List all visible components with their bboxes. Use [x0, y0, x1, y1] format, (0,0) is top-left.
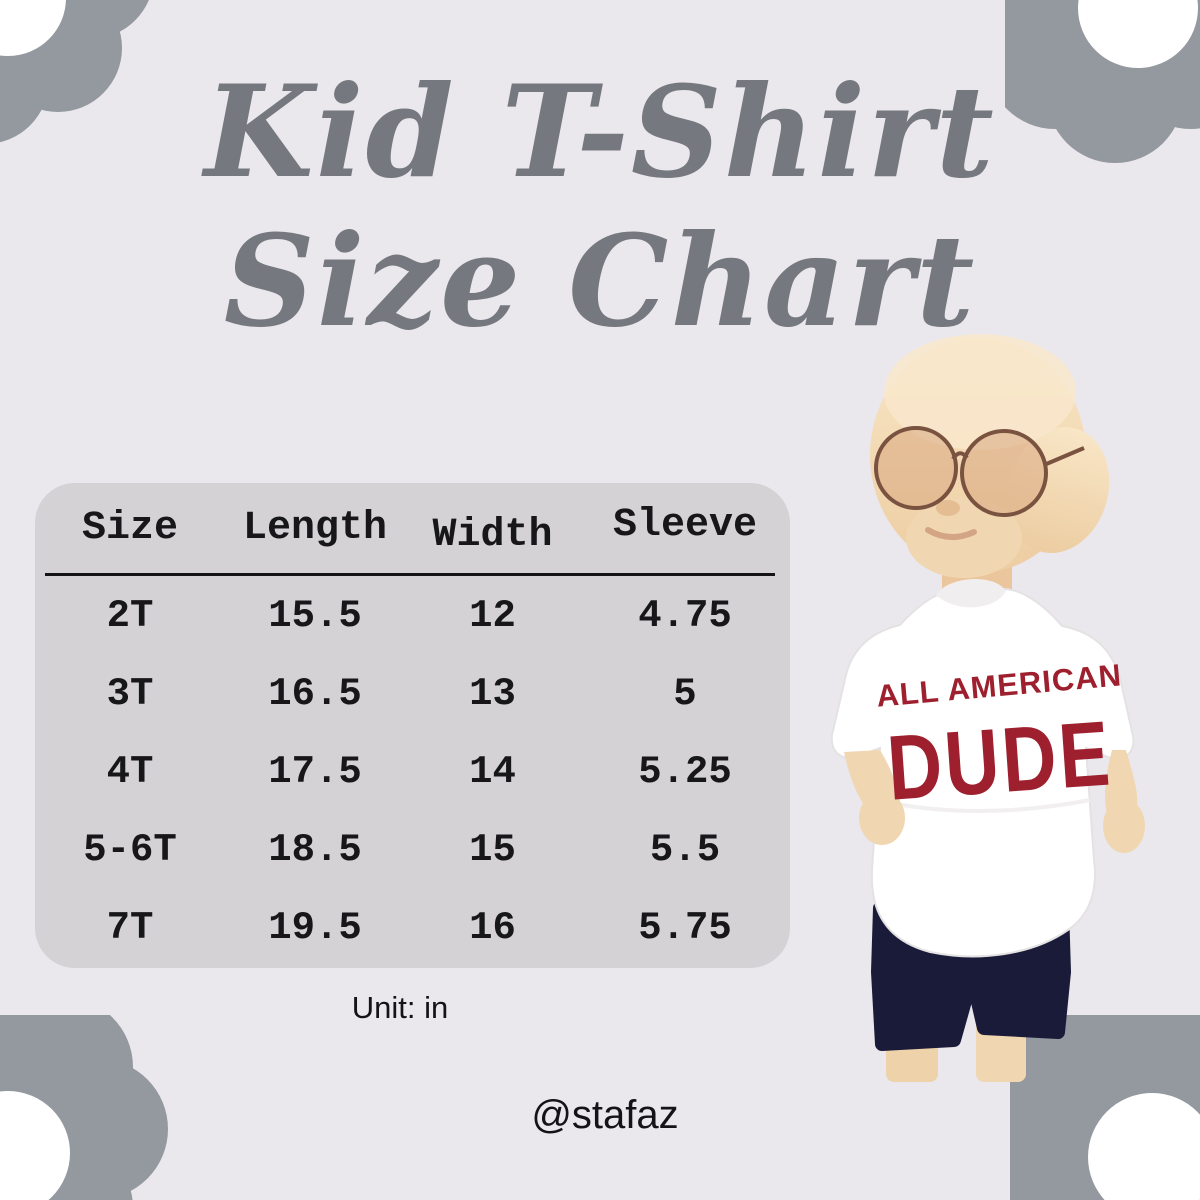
kid-arms	[844, 750, 1145, 853]
cell-size: 7T	[106, 906, 154, 950]
cell-sleeve: 4.75	[638, 594, 732, 638]
header-sleeve: Sleeve	[612, 502, 758, 548]
shirt-text-line1: ALL AMERICAN	[875, 657, 1123, 713]
sunglasses-icon	[874, 426, 1085, 517]
page-title-line2: Size Chart	[223, 206, 977, 355]
unit-label: Unit: in	[351, 990, 449, 1025]
size-table-header-row: Size Length Width Sleeve	[35, 483, 790, 573]
cell-length: 19.5	[268, 906, 362, 950]
cell-length: 16.5	[268, 672, 362, 716]
cell-size: 4T	[106, 750, 154, 794]
page-title-line1: Kid T-Shirt	[204, 58, 996, 206]
cell-length: 18.5	[268, 828, 362, 872]
header-width: Width	[432, 512, 553, 558]
flower-decoration-bottom-left-icon	[0, 1015, 168, 1200]
table-row: 4T 17.5 14 5.25	[35, 733, 790, 811]
page-title: Kid T-Shirt Size Chart	[0, 58, 1200, 355]
kid-shorts	[871, 901, 1071, 1051]
cell-length: 15.5	[268, 594, 362, 638]
header-size: Size	[81, 505, 178, 551]
social-handle: @stafaz	[531, 1093, 679, 1137]
cell-sleeve: 5	[673, 672, 697, 716]
cell-size: 2T	[106, 594, 154, 638]
cell-width: 14	[469, 750, 516, 794]
cell-width: 12	[469, 594, 516, 638]
kid-tshirt	[830, 579, 1135, 958]
kid-head	[870, 334, 1110, 578]
table-row: 7T 19.5 16 5.75	[35, 889, 790, 967]
table-row: 5-6T 18.5 15 5.5	[35, 811, 790, 889]
kid-neck	[942, 530, 1012, 605]
cell-size: 3T	[106, 672, 154, 716]
shirt-text-line2: DUDE	[884, 701, 1115, 819]
size-table-panel: Size Length Width Sleeve 2T 15.5 12 4.75…	[35, 483, 790, 968]
kid-legs	[886, 1020, 1026, 1082]
cell-sleeve: 5.75	[638, 906, 732, 950]
cell-length: 17.5	[268, 750, 362, 794]
cell-width: 15	[469, 828, 516, 872]
size-table-body: 2T 15.5 12 4.75 3T 16.5 13 5 4T 17.5 14 …	[35, 577, 790, 967]
cell-sleeve: 5.25	[638, 750, 732, 794]
flower-decoration-bottom-right-icon	[1010, 1015, 1200, 1200]
header-divider	[45, 573, 775, 576]
table-row: 3T 16.5 13 5	[35, 655, 790, 733]
cell-sleeve: 5.5	[649, 828, 721, 872]
table-row: 2T 15.5 12 4.75	[35, 577, 790, 655]
cell-width: 13	[469, 672, 516, 716]
cell-size: 5-6T	[83, 828, 177, 872]
header-length: Length	[242, 505, 388, 551]
cell-width: 16	[469, 906, 516, 950]
